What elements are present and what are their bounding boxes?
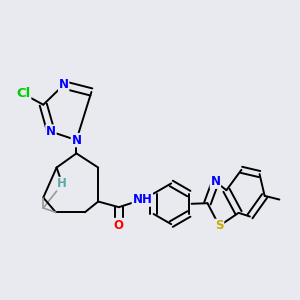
Text: N: N (210, 175, 220, 188)
Text: S: S (215, 219, 224, 232)
Text: N: N (71, 134, 81, 147)
Text: H: H (57, 178, 67, 190)
Text: O: O (114, 218, 124, 232)
Text: N: N (46, 125, 56, 138)
Text: Cl: Cl (16, 88, 31, 100)
Text: N: N (59, 78, 69, 92)
Text: NH: NH (132, 193, 152, 206)
